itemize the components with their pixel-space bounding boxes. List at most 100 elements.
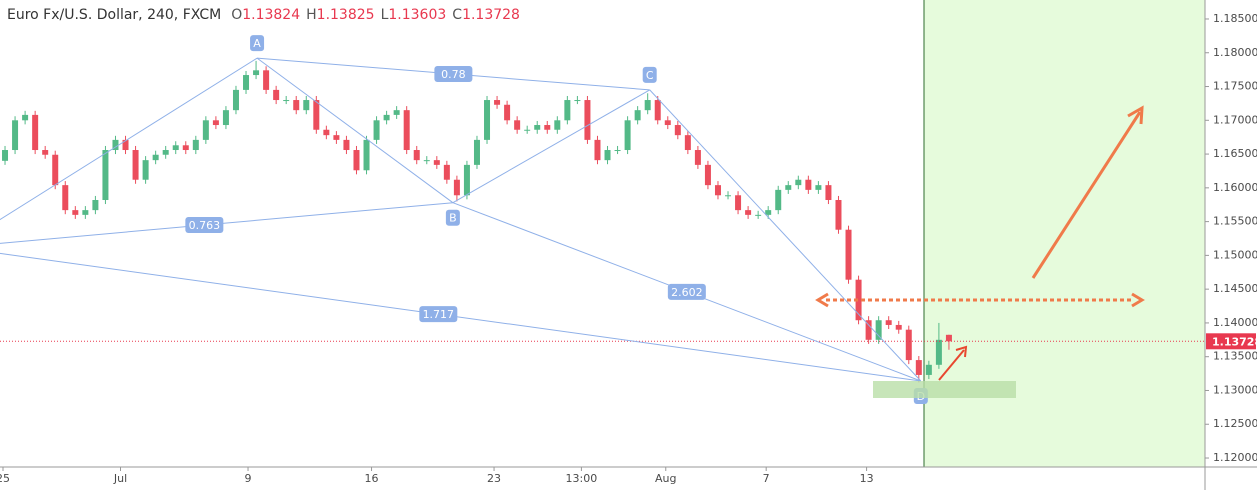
x-tick-label: Aug <box>655 472 676 485</box>
candle-body <box>925 364 932 375</box>
candle-body <box>333 135 340 140</box>
y-tick-label: 1.15500 <box>1213 215 1257 228</box>
price-axis-panel <box>1205 0 1257 490</box>
candle-body <box>222 110 229 126</box>
candle-body <box>895 324 902 330</box>
ratio-label-box <box>434 66 473 83</box>
candle-body <box>172 145 179 151</box>
ratio-label-box <box>667 283 706 300</box>
candle-body <box>202 120 209 140</box>
y-tick-label: 1.18500 <box>1213 12 1257 25</box>
drawing-tools <box>815 105 1145 398</box>
y-tick-label: 1.14000 <box>1213 316 1257 329</box>
candle-body <box>152 154 159 161</box>
candle-body <box>564 100 571 121</box>
candle-body <box>463 164 470 196</box>
candle-body <box>473 139 480 165</box>
candle-body <box>885 320 892 325</box>
x-tick-label: 25 <box>0 472 10 485</box>
point-label-box <box>445 209 460 226</box>
ohlc-key: L <box>380 7 389 23</box>
candle-body <box>725 195 732 197</box>
candle-body <box>905 329 912 361</box>
point-label: C <box>646 69 654 82</box>
pattern-leg <box>256 57 454 204</box>
candle-body <box>935 339 942 365</box>
candle-body <box>72 210 79 215</box>
candle-body <box>504 104 511 121</box>
candle-body <box>423 160 430 162</box>
point-label-box <box>642 66 657 83</box>
x-tick-label: 23 <box>487 472 501 485</box>
candle-body <box>855 279 862 321</box>
y-tick-label: 1.16500 <box>1213 147 1257 160</box>
x-tick-label: 13:00 <box>566 472 598 485</box>
y-tick-label: 1.13000 <box>1213 383 1257 396</box>
candle-body <box>604 150 611 161</box>
candle-body <box>554 120 561 130</box>
candle-body <box>584 100 591 140</box>
candle-body <box>805 179 812 190</box>
candle-body <box>373 120 380 140</box>
time-axis-panel <box>0 467 1257 490</box>
candle-body <box>664 120 671 126</box>
symbol-title: Euro Fx/U.S. Dollar, 240, FXCM <box>7 7 222 23</box>
symbol-header: Euro Fx/U.S. Dollar, 240, FXCM O1.13824 H1… <box>7 7 526 23</box>
candle-body <box>795 179 802 186</box>
candle-body <box>32 114 39 151</box>
pattern-leg <box>649 89 922 382</box>
candle-body <box>62 185 69 211</box>
candle-body <box>293 100 300 111</box>
candle-body <box>182 145 189 151</box>
last-price-label: 1.13728 <box>1212 335 1257 348</box>
candle-body <box>363 139 370 171</box>
candle-body <box>413 150 420 161</box>
ohlc-value: 1.13825 <box>316 7 375 23</box>
candle-body <box>232 89 239 111</box>
ratio-label: 0.763 <box>189 219 221 232</box>
candle-body <box>514 120 521 130</box>
candle-body <box>614 150 621 152</box>
y-tick-label: 1.12000 <box>1213 451 1257 464</box>
candle-body <box>745 210 752 215</box>
candle-body <box>263 70 270 90</box>
x-tick-label: 7 <box>763 472 770 485</box>
pattern-leg <box>452 89 650 204</box>
ratio-label-box <box>419 306 458 323</box>
y-tick-label: 1.17500 <box>1213 80 1257 93</box>
point-label-box <box>250 35 265 52</box>
ratio-label: 1.717 <box>423 308 455 321</box>
candle-body <box>534 125 541 130</box>
level-arrowheads <box>815 292 1145 308</box>
ohlc-key: O <box>231 7 243 23</box>
y-tick-label: 1.13500 <box>1213 350 1257 363</box>
ohlc-key: C <box>452 7 463 23</box>
candle-body <box>2 150 9 161</box>
candle-body <box>82 210 89 215</box>
candle-body <box>162 150 169 155</box>
candle-body <box>383 114 390 121</box>
y-tick-label: 1.14500 <box>1213 282 1257 295</box>
target-arrow <box>1031 111 1142 279</box>
ohlc-value: 1.13603 <box>388 7 447 23</box>
candle-body <box>785 185 792 190</box>
x-tick-label: Jul <box>113 472 127 485</box>
candle-body <box>112 139 119 151</box>
candle-body <box>865 320 872 340</box>
candle-body <box>674 125 681 136</box>
ratio-label: 0.78 <box>441 68 466 81</box>
ratio-label-box <box>185 216 224 233</box>
candle-body <box>835 199 842 230</box>
candle-body <box>42 150 49 155</box>
target-arrowhead <box>1127 105 1144 125</box>
ratio-label: 2.602 <box>671 286 703 299</box>
candle-body <box>253 70 260 76</box>
ohlc-key: H <box>306 7 317 23</box>
y-tick-label: 1.17000 <box>1213 113 1257 126</box>
candle-body <box>654 100 661 121</box>
x-tick-label: 9 <box>245 472 252 485</box>
y-tick-label: 1.18000 <box>1213 46 1257 59</box>
ohlc-value: 1.13728 <box>462 7 520 23</box>
candle-body <box>393 110 400 115</box>
